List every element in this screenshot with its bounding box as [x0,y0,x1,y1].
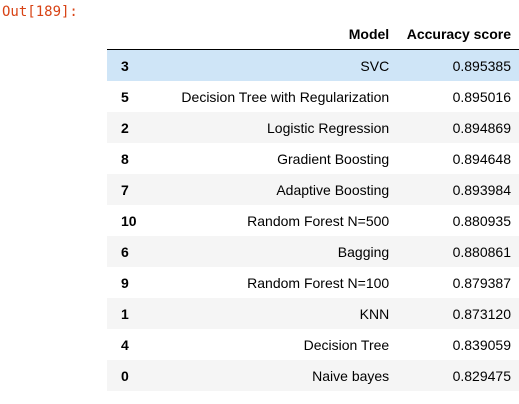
table-row: 0 Naive bayes 0.829475 [107,360,519,391]
row-index: 2 [121,119,129,136]
model-cell: Decision Tree with Regularization [181,88,390,105]
row-index: 6 [121,243,129,260]
model-cell: SVC [360,57,390,74]
accuracy-cell: 0.895385 [452,57,511,74]
table-row: 7 Adaptive Boosting 0.893984 [107,174,519,205]
accuracy-cell: 0.895016 [452,88,511,105]
table-row: 8 Gradient Boosting 0.894648 [107,143,519,174]
row-index: 1 [121,305,129,322]
table-row: 5 Decision Tree with Regularization 0.89… [107,81,519,112]
model-cell: Logistic Regression [267,119,390,136]
row-index: 3 [121,57,129,74]
row-index: 8 [121,150,129,167]
model-cell: Random Forest N=500 [247,212,390,229]
row-index: 7 [121,181,129,198]
row-index: 5 [121,88,129,105]
accuracy-cell: 0.880861 [452,243,511,260]
model-cell: Naive bayes [312,367,390,384]
accuracy-cell: 0.894869 [452,119,511,136]
accuracy-cell: 0.894648 [452,150,511,167]
row-index: 9 [121,274,129,291]
model-cell: Bagging [337,243,390,260]
model-cell: Random Forest N=100 [247,274,390,291]
accuracy-column-header: Accuracy score [396,18,519,50]
table-row: 3 SVC 0.895385 [107,49,519,81]
row-index: 0 [121,367,129,384]
accuracy-cell: 0.829475 [452,367,511,384]
table-row: 4 Decision Tree 0.839059 [107,329,519,360]
row-index: 4 [121,336,129,353]
accuracy-cell: 0.880935 [452,212,511,229]
row-index: 10 [121,212,137,229]
results-dataframe: Model Accuracy score 3 SVC 0.895385 5 De… [107,18,519,391]
table-row: 10 Random Forest N=500 0.880935 [107,205,519,236]
accuracy-cell: 0.879387 [452,274,511,291]
model-cell: Adaptive Boosting [276,181,390,198]
table-row: 2 Logistic Regression 0.894869 [107,112,519,143]
table-row: 9 Random Forest N=100 0.879387 [107,267,519,298]
table-row: 6 Bagging 0.880861 [107,236,519,267]
index-column-header [107,18,137,50]
model-cell: Gradient Boosting [277,150,390,167]
accuracy-cell: 0.839059 [452,336,511,353]
model-cell: KNN [359,305,390,322]
table-header-row: Model Accuracy score [107,18,519,50]
output-prompt: Out[189]: [2,4,78,20]
accuracy-cell: 0.873120 [452,305,511,322]
model-column-header: Model [136,18,397,50]
table-row: 1 KNN 0.873120 [107,298,519,329]
accuracy-cell: 0.893984 [452,181,511,198]
model-cell: Decision Tree [303,336,390,353]
